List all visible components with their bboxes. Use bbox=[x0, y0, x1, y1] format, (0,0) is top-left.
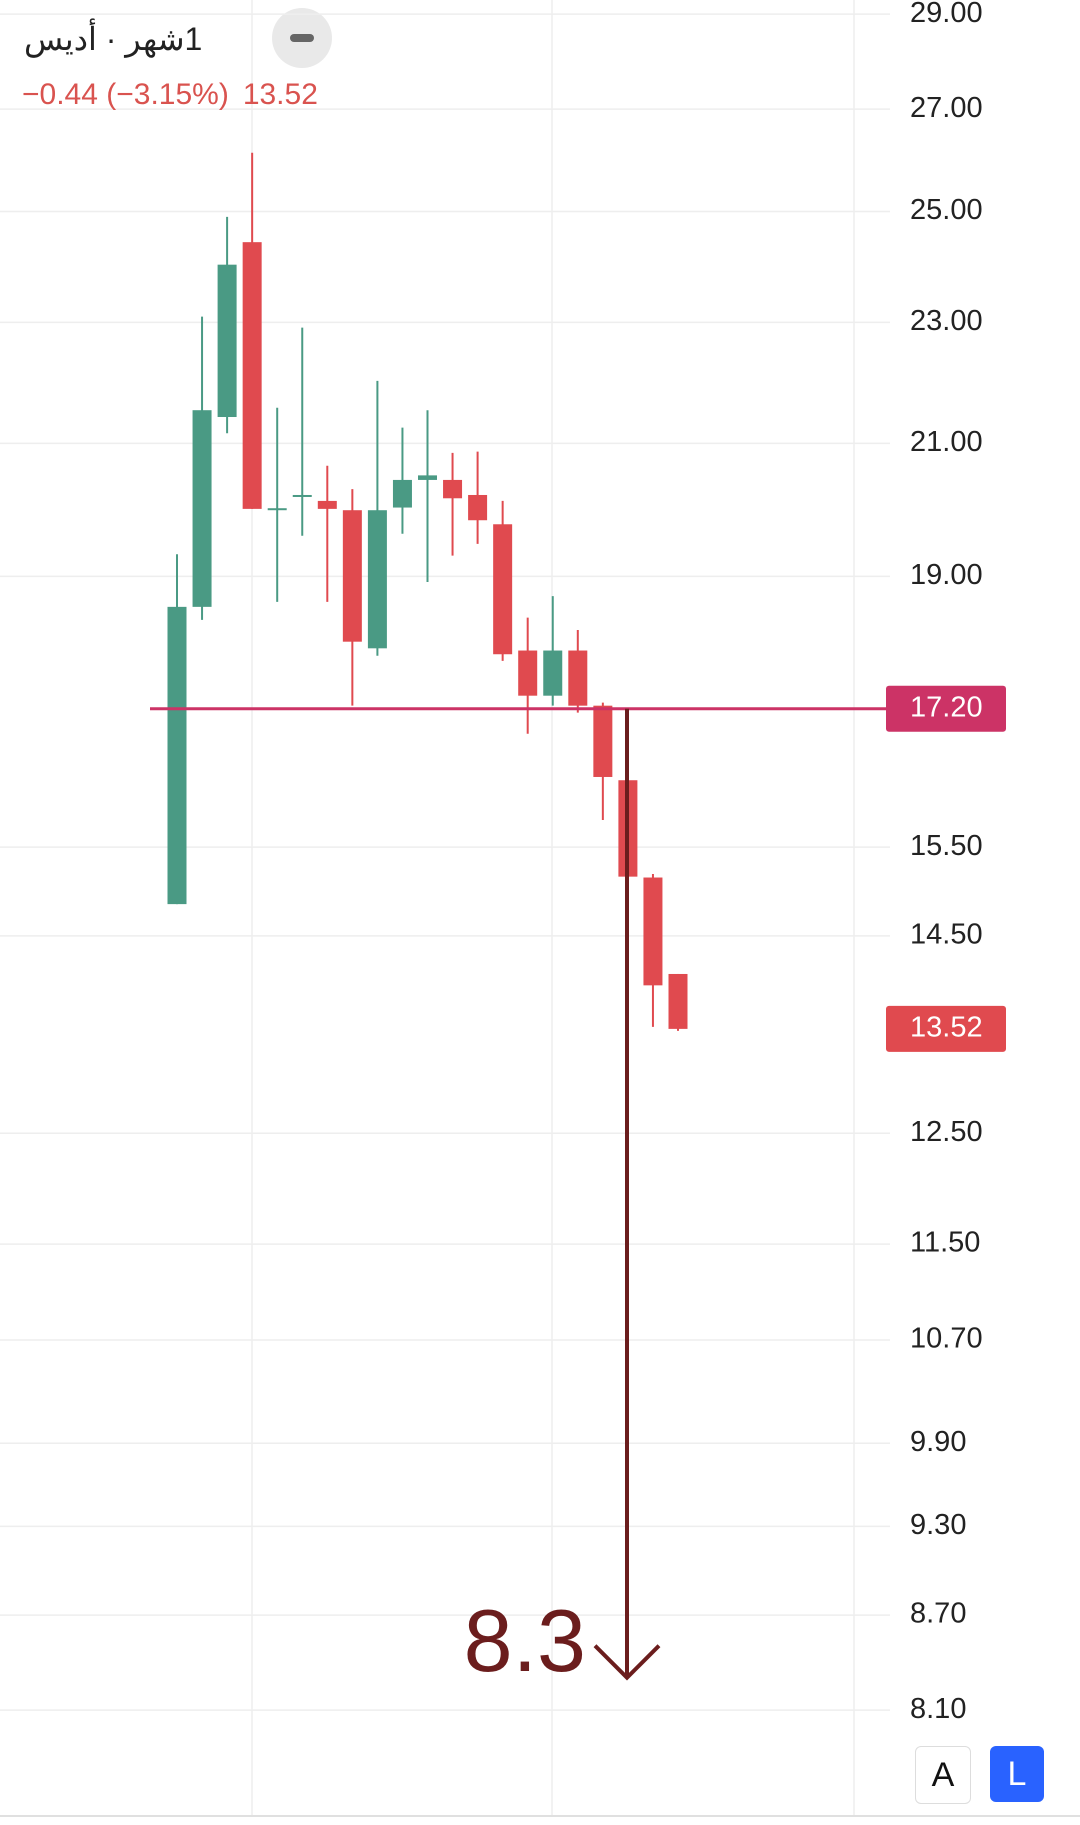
price-change: −0.44 (−3.15%) bbox=[22, 78, 229, 111]
level-label-box bbox=[886, 685, 1006, 732]
candle-body bbox=[317, 500, 337, 509]
candle-body bbox=[443, 479, 463, 499]
candle-body bbox=[493, 524, 513, 655]
candle-body bbox=[643, 877, 663, 986]
candle-body bbox=[342, 510, 362, 642]
candle-body bbox=[367, 510, 387, 649]
candle-body bbox=[292, 494, 312, 497]
candle-body bbox=[593, 705, 613, 777]
y-tick-label: 29.00 bbox=[910, 0, 983, 29]
last-price-box bbox=[886, 1005, 1006, 1052]
y-tick-label: 9.90 bbox=[910, 1426, 966, 1458]
y-tick-label: 27.00 bbox=[910, 92, 983, 124]
collapse-icon bbox=[290, 34, 314, 42]
price-summary: −0.44 (−3.15%) 13.52 bbox=[22, 78, 332, 112]
candle-body bbox=[468, 494, 488, 521]
candle-body bbox=[568, 650, 588, 706]
y-tick-label: 10.70 bbox=[910, 1323, 983, 1355]
y-tick-label: 8.70 bbox=[910, 1598, 966, 1630]
candle-body bbox=[418, 475, 437, 480]
candle-body bbox=[217, 264, 237, 418]
candle-body bbox=[167, 606, 187, 905]
candle-body bbox=[518, 650, 538, 696]
candle-body bbox=[192, 410, 212, 607]
log-button[interactable]: L bbox=[990, 1746, 1044, 1802]
y-tick-label: 25.00 bbox=[910, 194, 983, 226]
y-tick-label: 19.00 bbox=[910, 559, 983, 591]
candle-body bbox=[267, 508, 287, 511]
y-tick-label: 23.00 bbox=[910, 305, 983, 337]
last-price-label: 13.52 bbox=[910, 1012, 983, 1044]
y-tick-label: 8.10 bbox=[910, 1693, 966, 1725]
last-price: 13.52 bbox=[242, 78, 318, 111]
candle-body bbox=[392, 479, 412, 508]
y-tick-label: 9.30 bbox=[910, 1509, 966, 1541]
y-tick-label: 15.50 bbox=[910, 830, 983, 862]
auto-button[interactable]: A bbox=[915, 1746, 971, 1804]
y-tick-label: 14.50 bbox=[910, 918, 983, 950]
candle-body bbox=[242, 242, 262, 509]
y-tick-label: 12.50 bbox=[910, 1116, 983, 1148]
candle-body bbox=[668, 973, 688, 1029]
target-label: 8.3 bbox=[464, 1591, 586, 1690]
y-tick-label: 11.50 bbox=[910, 1227, 980, 1259]
arrow-head bbox=[593, 1644, 661, 1681]
y-tick-label: 21.00 bbox=[910, 426, 983, 458]
level-label: 17.20 bbox=[910, 691, 983, 723]
chart-title: 1شهر · أديس bbox=[24, 21, 203, 57]
candle-body bbox=[543, 650, 563, 696]
